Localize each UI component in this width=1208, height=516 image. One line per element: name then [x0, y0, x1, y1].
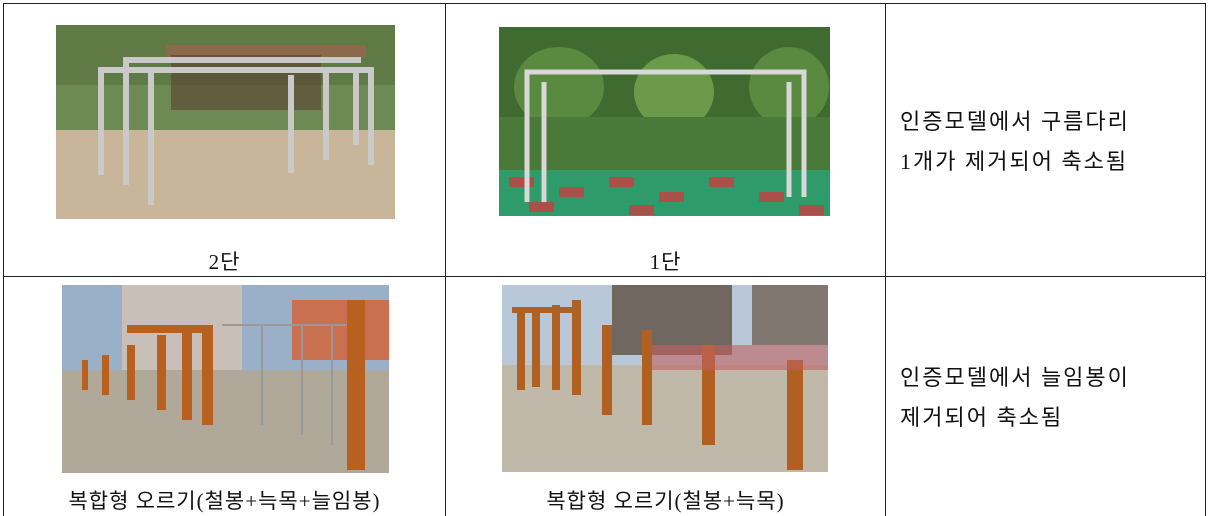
caption: 1단 [649, 250, 682, 274]
border [3, 3, 1206, 4]
note-line: 인증모델에서 늘임봉이 [900, 365, 1130, 390]
border [3, 3, 4, 516]
photo [502, 285, 828, 472]
border [1205, 3, 1206, 516]
caption: 복합형 오르기(철봉+늑목+늘임봉) [68, 489, 381, 513]
photo [56, 25, 395, 219]
caption: 복합형 오르기(철봉+늑목) [546, 489, 785, 513]
caption: 2단 [208, 250, 241, 274]
note-line: 1개가 제거되어 축소됨 [900, 149, 1129, 174]
note-line: 제거되어 축소됨 [900, 405, 1064, 430]
note-line: 인증모델에서 구름다리 [900, 109, 1130, 134]
border [445, 3, 446, 516]
note: 인증모델에서 구름다리 1개가 제거되어 축소됨 [900, 102, 1130, 182]
photo [62, 285, 389, 473]
photo [499, 27, 830, 216]
note: 인증모델에서 늘임봉이 제거되어 축소됨 [900, 358, 1130, 438]
border [3, 276, 1206, 277]
border [885, 3, 886, 516]
